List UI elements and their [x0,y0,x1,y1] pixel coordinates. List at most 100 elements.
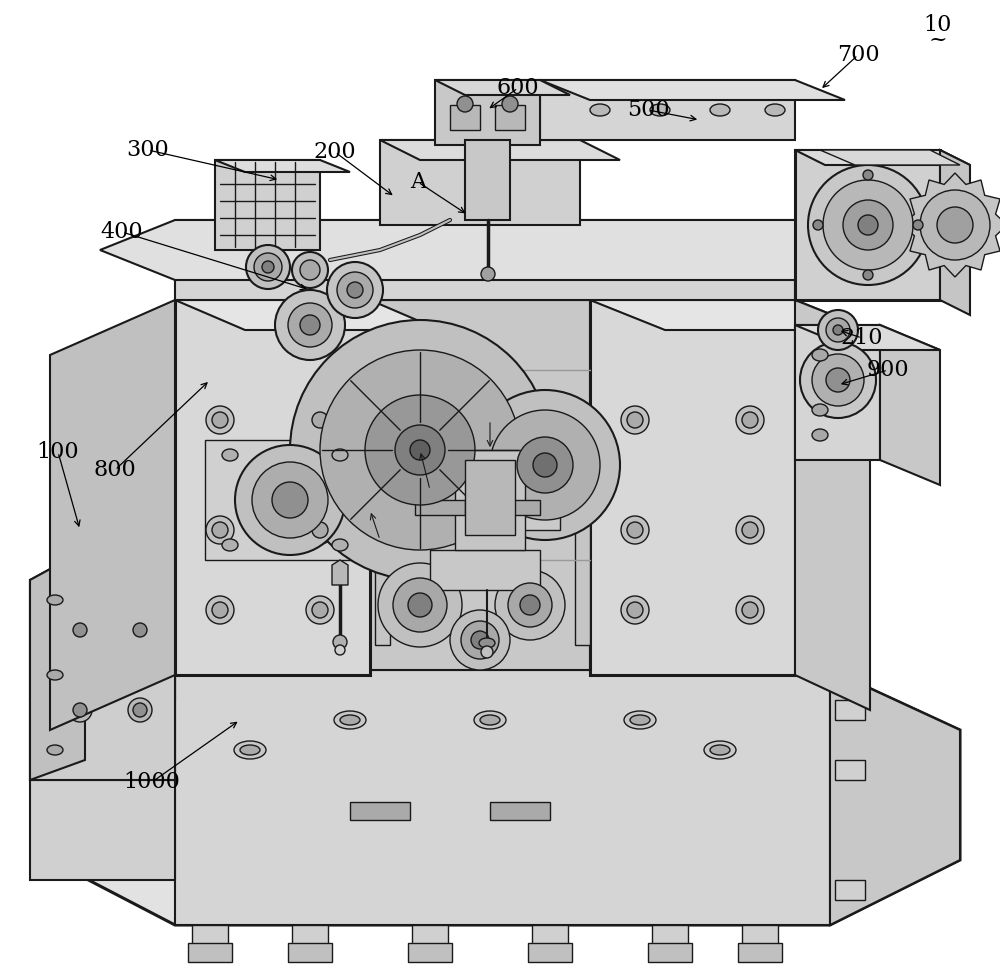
Circle shape [457,96,473,112]
Circle shape [128,618,152,642]
Polygon shape [215,160,350,172]
Circle shape [73,623,87,637]
Ellipse shape [306,596,334,624]
Text: ~: ~ [929,29,947,51]
Text: 900: 900 [867,359,909,381]
Ellipse shape [736,516,764,544]
Ellipse shape [222,539,238,551]
Text: 300: 300 [127,139,169,161]
Ellipse shape [812,429,828,441]
Ellipse shape [627,522,643,538]
Polygon shape [795,325,880,460]
Polygon shape [940,150,970,315]
Ellipse shape [240,745,260,755]
Circle shape [937,207,973,243]
Circle shape [502,96,518,112]
Circle shape [254,253,282,281]
Circle shape [450,610,510,670]
Ellipse shape [742,412,758,428]
Polygon shape [528,943,572,962]
Circle shape [335,645,345,655]
Text: 700: 700 [837,44,879,66]
Ellipse shape [334,711,366,729]
Circle shape [378,563,462,647]
Circle shape [133,623,147,637]
Circle shape [470,390,620,540]
Circle shape [495,570,565,640]
Polygon shape [590,300,795,675]
Bar [455,450,525,550]
Circle shape [272,482,308,518]
Ellipse shape [332,449,348,461]
Polygon shape [30,550,85,780]
Ellipse shape [736,406,764,434]
Ellipse shape [621,596,649,624]
Circle shape [858,215,878,235]
Circle shape [73,703,87,717]
Ellipse shape [704,741,736,759]
Text: 500: 500 [627,99,669,121]
Ellipse shape [47,745,63,755]
Circle shape [290,320,550,580]
Bar [350,802,410,820]
Text: A: A [410,171,426,193]
Circle shape [471,631,489,649]
Polygon shape [795,325,940,350]
Polygon shape [332,560,348,585]
Ellipse shape [206,516,234,544]
Polygon shape [412,925,448,945]
Ellipse shape [234,741,266,759]
Polygon shape [100,220,870,280]
Circle shape [913,220,923,230]
Circle shape [333,635,347,649]
Bar [495,105,525,130]
Circle shape [508,583,552,627]
Bar [835,700,865,720]
Circle shape [481,646,493,658]
Ellipse shape [340,715,360,725]
Circle shape [408,593,432,617]
Polygon shape [175,300,440,330]
Circle shape [300,315,320,335]
Polygon shape [540,80,795,140]
Polygon shape [738,943,782,962]
Polygon shape [540,80,845,100]
Polygon shape [795,150,970,165]
Polygon shape [50,670,960,925]
Polygon shape [648,943,692,962]
Ellipse shape [312,602,328,618]
Ellipse shape [306,516,334,544]
Circle shape [327,262,383,318]
Polygon shape [430,550,540,590]
Text: 10: 10 [924,14,952,36]
Bar [835,880,865,900]
Circle shape [262,261,274,273]
Polygon shape [820,150,960,165]
Polygon shape [408,943,452,962]
Ellipse shape [765,104,785,116]
Ellipse shape [479,638,495,648]
Ellipse shape [47,670,63,680]
Polygon shape [742,925,778,945]
Polygon shape [50,300,175,730]
Circle shape [800,342,876,418]
Text: 200: 200 [314,141,356,163]
Text: 100: 100 [37,441,79,463]
Bar [415,500,465,515]
Ellipse shape [332,539,348,551]
Polygon shape [30,580,175,780]
Ellipse shape [650,104,670,116]
Circle shape [826,318,850,342]
Polygon shape [215,160,320,250]
Ellipse shape [206,406,234,434]
Ellipse shape [222,449,238,461]
Ellipse shape [812,404,828,416]
Circle shape [533,453,557,477]
Polygon shape [575,435,590,645]
Polygon shape [903,173,1000,277]
Ellipse shape [742,602,758,618]
Circle shape [288,303,332,347]
Bar [490,802,550,820]
Circle shape [395,425,445,475]
Circle shape [252,462,328,538]
